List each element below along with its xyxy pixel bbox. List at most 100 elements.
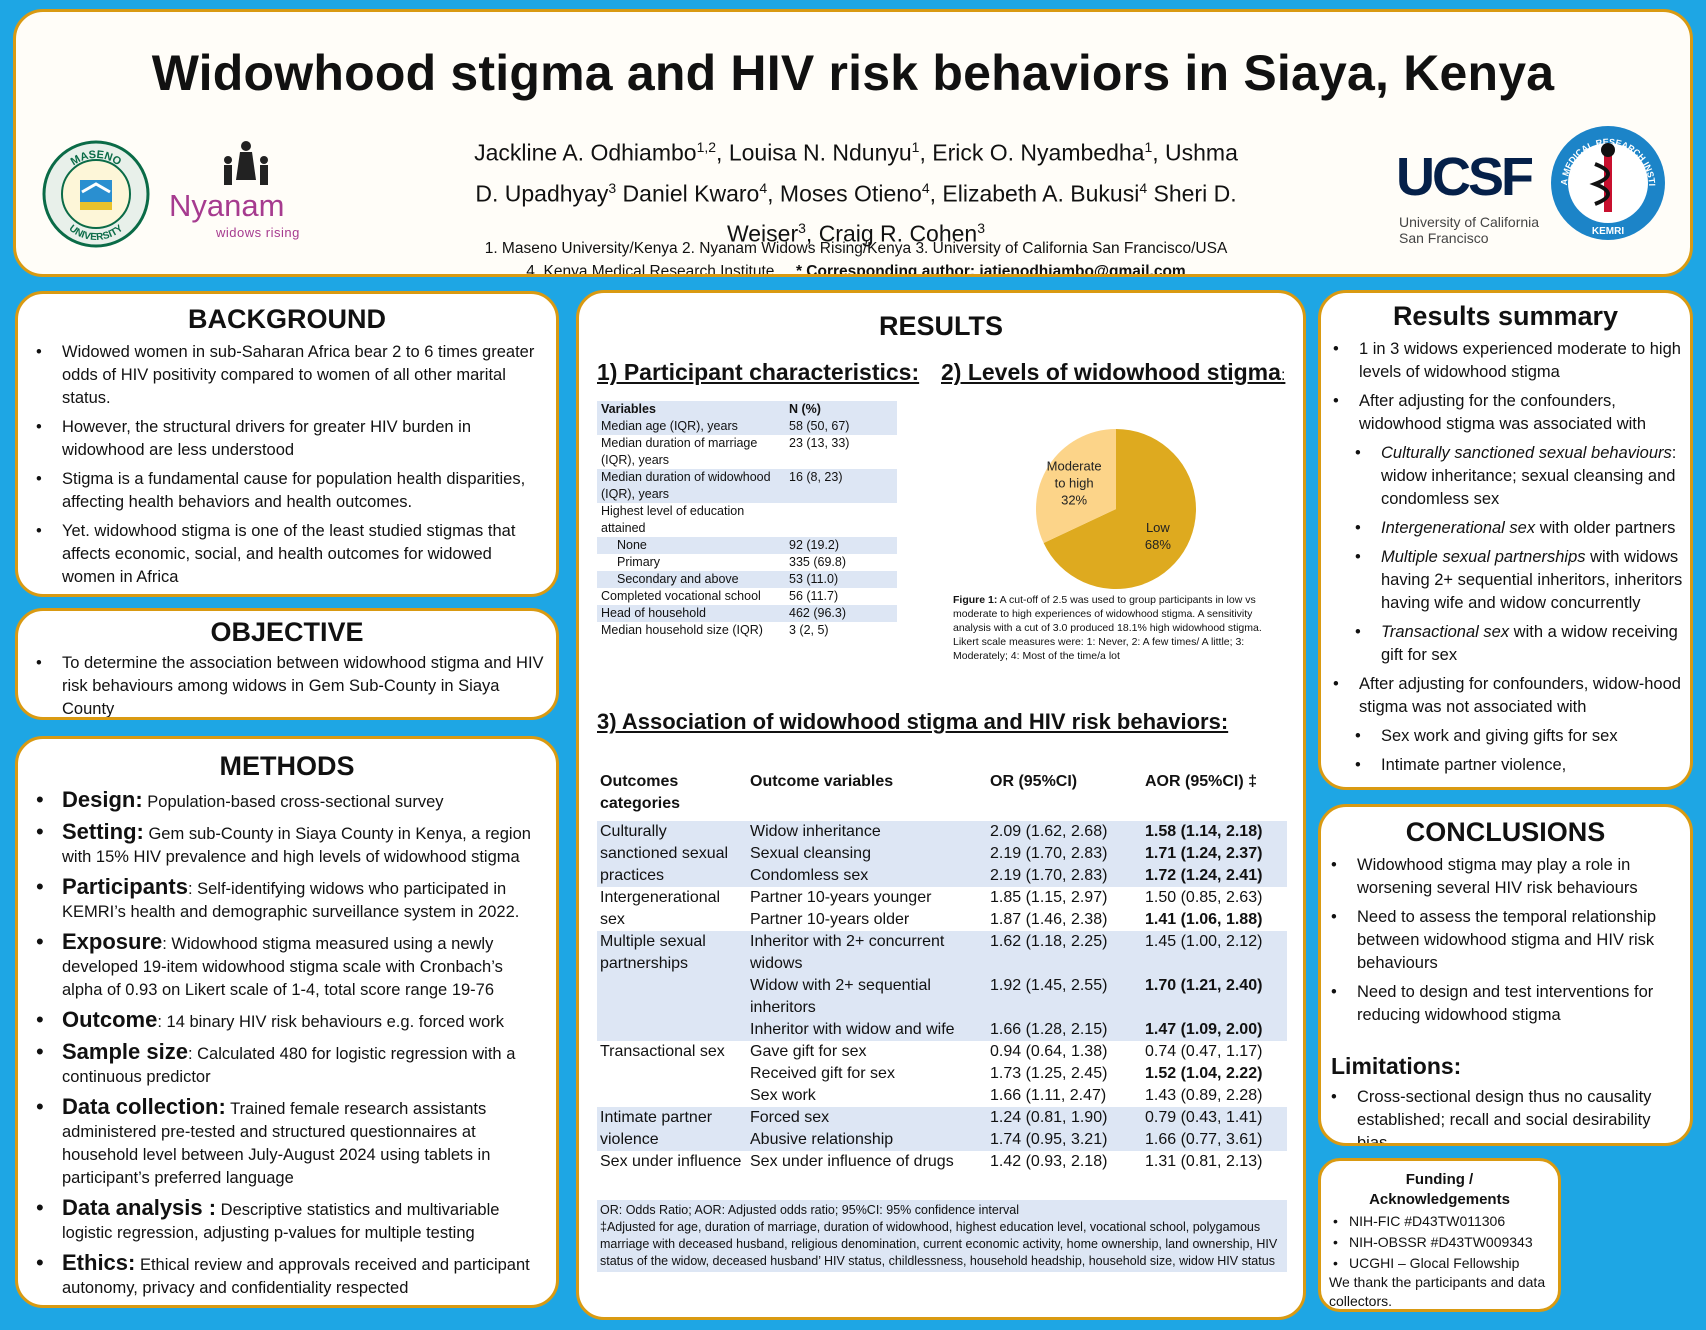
participant-row: Highest level of education attained [597,503,897,537]
participant-row: Primary 335 (69.8) [597,554,897,571]
author-affiliation-number: 4 [1139,179,1148,196]
poster-title: Widowhood stigma and HIV risk behaviors … [151,45,1555,101]
outcome-variable: Widow inheritance [747,821,987,843]
participant-value: 58 (50, 67) [789,419,850,433]
affiliations: 1. Maseno University/Kenya 2. Nyanam Wid… [406,237,1306,277]
adjusted-odds-ratio: 1.70 (1.21, 2.40) [1142,975,1287,1019]
background-list: Widowed women in sub-Saharan Africa bear… [18,341,556,589]
stigma-levels-heading: 2) Levels of widowhood stigma: [941,359,1285,386]
outcome-variable: Condomless sex [747,865,987,887]
stigma-pie-chart: Low 68% Moderate to high 32% [1036,429,1196,589]
outcome-variable: Partner 10-years younger [750,889,932,906]
association-row: Condomless sex 2.19 (1.70, 2.83) 1.72 (1.2… [597,865,1287,887]
results-summary-panel: Results summary 1 in 3 widows experience… [1318,290,1693,790]
participant-variable: None [617,538,647,552]
objective-list: To determine the association between wid… [18,652,556,717]
methods-item: Data collection: Trained female research… [26,1095,544,1190]
participant-row: Median household size (IQR) 3 (2, 5) [597,622,897,639]
acknowledgement-text: We thank the participants and data colle… [1329,1274,1546,1309]
background-item: However, the structural drivers for grea… [26,416,544,462]
methods-item-text: Ethical review and approvals received an… [62,1256,530,1297]
methods-item-label: Design: [62,787,143,812]
methods-item: Participants: Self-identifying widows wh… [26,875,544,924]
adjusted-odds-ratio: 1.45 (1.00, 2.12) [1142,931,1287,975]
methods-item: Data analysis : Descriptive statistics a… [26,1196,544,1245]
participant-row: Median duration of widowhood (IQR), year… [597,469,897,503]
outcome-category: Culturally sanctioned sexual practices [597,821,747,887]
author-name: D. Upadhyay [475,180,609,207]
results-title: RESULTS [878,311,1003,341]
participant-column-header: N (%) [789,402,821,416]
odds-ratio: 1.87 (1.46, 2.38) [990,911,1108,928]
ucsf-logo-line2: San Francisco [1399,230,1489,246]
nyanam-family-icon [224,141,268,185]
author-name: , Elizabeth A. Bukusi [929,180,1140,207]
author-affiliation-number: 1,2 [696,139,717,155]
adjusted-odds-ratio: 1.47 (1.09, 2.00) [1142,1019,1287,1041]
affiliations-line2: 4. Kenya Medical Research Institute [526,263,775,277]
odds-ratio: 1.66 (1.28, 2.15) [987,1019,1142,1041]
summary-item-emphasis: Intergenerational sex [1381,519,1536,537]
methods-item-text: : 14 binary HIV risk behaviours e.g. for… [157,1013,505,1031]
association-column-header: Outcomes categories [600,773,681,812]
conclusions-title: CONCLUSIONS [1405,817,1606,847]
participant-value: 16 (8, 23) [789,470,843,484]
methods-list: Design: Population-based cross-sectional… [18,788,556,1300]
author-name: , Moses Otieno [767,180,922,207]
adjusted-odds-ratio: 1.52 (1.04, 2.22) [1145,1065,1263,1082]
association-column-header: Outcome variables [750,773,894,790]
summary-item: After adjusting for the confounders, wid… [1323,390,1684,436]
funding-list: NIH-FIC #D43TW011306 NIH-OBSSR #D43TW0093… [1321,1212,1558,1273]
participant-row: Median duration of marriage (IQR), years… [597,435,897,469]
association-heading: 3) Association of widowhood stigma and H… [597,709,1229,734]
author-affiliation-number: 3 [608,179,617,196]
participant-variable: Highest level of education attained [601,504,745,535]
summary-item: Intergenerational sex with older partner… [1323,517,1684,540]
association-row: Sex work 1.66 (1.11, 2.47) 1.43 (0.89, 2.2… [597,1085,1287,1107]
participant-value: 56 (11.7) [789,589,839,603]
odds-ratio: 2.09 (1.62, 2.68) [987,821,1142,843]
kemri-logo: KENYA MEDICAL RESEARCH INSTITUTE KEMRI [1549,124,1665,240]
methods-panel: METHODS Design: Population-based cross-s… [15,736,559,1308]
association-row: Intimate partner violence Forced sex 1.24 … [597,1107,1287,1151]
outcome-variable: Widow with 2+ sequential inheritors [747,975,987,1019]
objective-title: OBJECTIVE [210,617,364,647]
summary-item-text: with a widow receiving gift for sex [1381,623,1678,664]
participant-value: 53 (11.0) [789,572,839,586]
author-affiliation-number: 1 [1144,139,1153,155]
participant-variable: Median duration of widowhood (IQR), year… [601,470,771,501]
author-name: Jackline A. Odhiambo [474,139,697,166]
adjusted-odds-ratio: 1.66 (0.77, 3.61) [1142,1129,1287,1151]
stigma-levels-heading-text: 2) Levels of widowhood stigma [941,359,1281,385]
pie-slice-moderate-to-high [1036,429,1116,544]
author-list: Jackline A. Odhiambo1,2, Louisa N. Nduny… [406,130,1306,252]
participant-table: Variables N (%) Median age (IQR), years 58 … [597,401,897,639]
participant-row: None 92 (19.2) [597,537,897,554]
author-line: D. Upadhyay3 Daniel Kwaro4, Moses Otieno… [406,171,1306,212]
limitations-title: Limitations: [1331,1053,1462,1079]
author-name: , Erick O. Nyambedha [919,139,1145,166]
nyanam-logo-sub: widows rising [216,225,300,240]
participant-row: Secondary and above 53 (11.0) [597,571,897,588]
summary-item-text: Sex work and giving gifts for sex [1381,727,1618,745]
association-row: Widow with 2+ sequential inheritors 1.92 … [597,975,1287,1019]
author-line: Jackline A. Odhiambo1,2, Louisa N. Nduny… [406,130,1306,171]
svg-text:MASENO: MASENO [69,149,124,169]
methods-item-text: Trained female research assistants admin… [62,1100,491,1187]
methods-item-text: : Widowhood stigma measured using a newl… [62,935,503,999]
author-name: Daniel Kwaro [616,180,760,207]
outcome-category: Multiple sexual partnerships [597,931,747,1041]
methods-item-text: : Self-identifying widows who participat… [62,880,520,921]
participant-value: 335 (69.8) [789,555,846,569]
adjusted-odds-ratio: 1.58 (1.14, 2.18) [1142,821,1287,843]
background-item: Yet. widowhood stigma is one of the leas… [26,520,544,589]
author-affiliation-number: 4 [759,179,768,196]
outcome-variable: Sex work [750,1087,816,1104]
participant-variable: Secondary and above [617,572,739,586]
corresponding-email[interactable]: jatienodhiambo@gmail.com [979,263,1186,277]
odds-ratio: 0.94 (0.64, 1.38) [990,1043,1108,1060]
methods-title: METHODS [219,751,355,781]
pie-category-label: to high [1055,475,1094,490]
summary-item: Sex under the influence of drugs [1323,783,1684,787]
outcome-variable: Partner 10-years older [750,911,910,928]
